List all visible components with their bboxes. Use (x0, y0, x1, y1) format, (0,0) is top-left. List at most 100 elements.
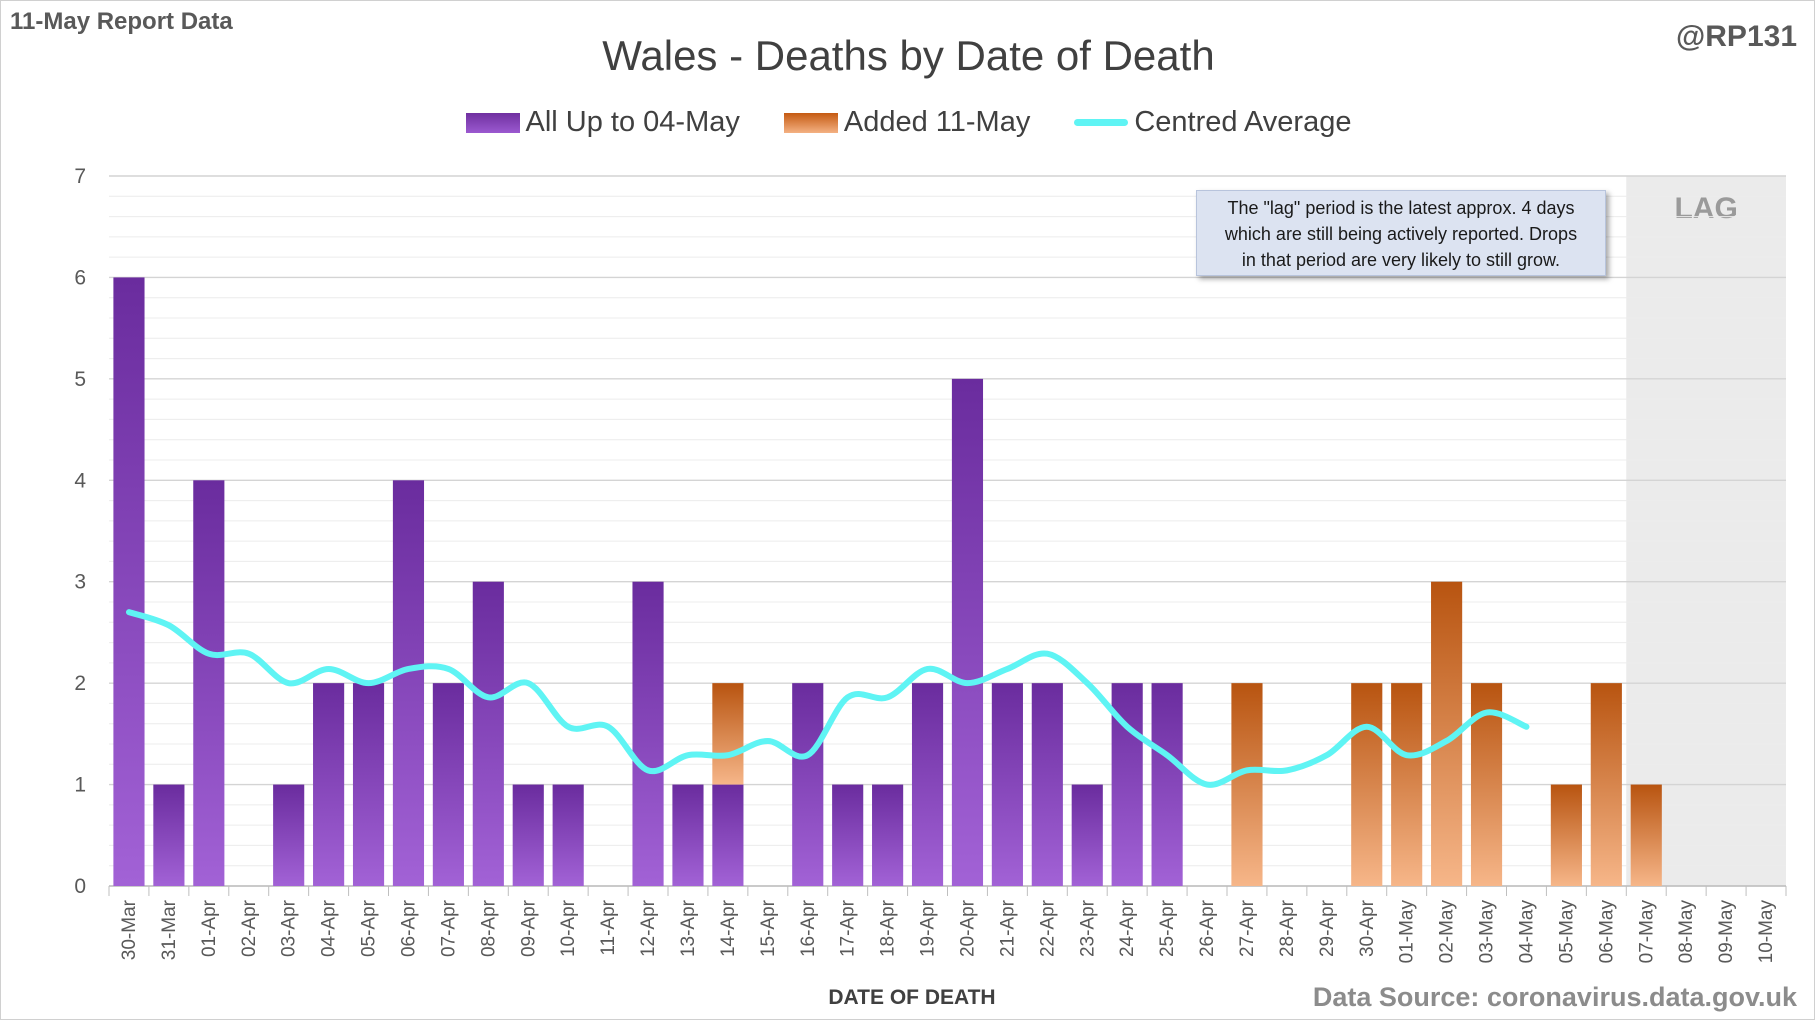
bar-all-up-to-23-Apr (1071, 784, 1103, 886)
bar-all-up-to-14-Apr (712, 784, 744, 886)
legend-item-all-up-to: All Up to 04-May (465, 106, 740, 139)
legend-label-added: Added 11-May (843, 106, 1031, 138)
x-tick-label-30-Mar: 30-Mar (119, 899, 140, 960)
bar-all-up-to-31-Mar (153, 784, 185, 886)
bar-all-up-to-09-Apr (512, 784, 544, 886)
x-axis-title: DATE OF DEATH (828, 986, 995, 1009)
report-date-label: 11-May Report Data (10, 8, 233, 35)
bar-all-up-to-07-Apr (432, 683, 464, 886)
bar-all-up-to-30-Mar (113, 277, 145, 886)
x-tick-label-09-Apr: 09-Apr (518, 899, 539, 957)
bar-all-up-to-05-Apr (352, 683, 385, 886)
bar-all-up-to-13-Apr (672, 784, 704, 886)
x-tick-label-28-Apr: 28-Apr (1277, 899, 1298, 957)
bar-all-up-to-22-Apr (1031, 683, 1063, 886)
y-tick-label: 7 (74, 165, 86, 188)
legend-swatch-orange (783, 112, 838, 133)
legend-swatch-line (1074, 119, 1129, 126)
legend-item-added: Added 11-May (783, 106, 1031, 139)
x-tick-label-06-Apr: 06-Apr (398, 899, 419, 957)
x-tick-label-06-May: 06-May (1596, 900, 1617, 964)
bar-added-27-Apr (1231, 683, 1263, 886)
bar-all-up-to-25-Apr (1151, 683, 1183, 886)
legend-item-average: Centred Average (1074, 106, 1351, 139)
x-tick-label-24-Apr: 24-Apr (1117, 899, 1138, 957)
bar-all-up-to-20-Apr (951, 378, 984, 886)
bar-added-07-May (1630, 784, 1662, 886)
x-tick-label-17-Apr: 17-Apr (838, 899, 859, 957)
bar-all-up-to-01-Apr (193, 480, 225, 886)
x-tick-label-02-May: 02-May (1437, 900, 1458, 964)
bar-all-up-to-18-Apr (872, 784, 904, 886)
x-tick-label-07-Apr: 07-Apr (438, 899, 459, 957)
lag-note-line-2: which are still being actively reported.… (1224, 224, 1578, 244)
x-tick-label-21-Apr: 21-Apr (997, 899, 1018, 957)
x-tick-label-30-Apr: 30-Apr (1357, 899, 1378, 957)
x-tick-label-08-Apr: 08-Apr (478, 899, 499, 957)
x-tick-label-05-May: 05-May (1556, 900, 1577, 964)
x-tick-label-29-Apr: 29-Apr (1317, 899, 1338, 957)
x-tick-label-02-Apr: 02-Apr (239, 899, 260, 957)
x-tick-label-23-Apr: 23-Apr (1077, 899, 1098, 957)
x-tick-label-10-May: 10-May (1756, 900, 1777, 964)
bar-added-05-May (1550, 784, 1582, 886)
x-tick-label-26-Apr: 26-Apr (1197, 899, 1218, 957)
x-tick-label-05-Apr: 05-Apr (359, 899, 380, 957)
data-source: Data Source: coronavirus.data.gov.uk (1312, 982, 1797, 1012)
y-tick-label: 1 (74, 774, 86, 797)
bar-added-14-Apr (712, 683, 744, 785)
x-tick-label-31-Mar: 31-Mar (159, 899, 180, 960)
bar-all-up-to-06-Apr (392, 480, 425, 886)
x-tick-label-19-Apr: 19-Apr (918, 899, 939, 957)
bar-added-30-Apr (1351, 683, 1383, 886)
bar-all-up-to-03-Apr (273, 784, 305, 886)
lag-note-line-1: The "lag" period is the latest approx. 4… (1227, 198, 1575, 218)
x-tick-label-16-Apr: 16-Apr (798, 899, 819, 957)
x-tick-label-15-Apr: 15-Apr (758, 899, 779, 957)
x-tick-label-03-May: 03-May (1477, 900, 1498, 964)
x-tick-label-07-May: 07-May (1636, 900, 1657, 964)
x-tick-label-25-Apr: 25-Apr (1157, 899, 1178, 957)
centred-average-line (125, 609, 1530, 788)
x-tick-label-12-Apr: 12-Apr (638, 899, 659, 957)
x-tick-label-08-May: 08-May (1676, 900, 1697, 964)
lag-note-line-3: in that period are very likely to still … (1241, 250, 1561, 270)
x-tick-label-13-Apr: 13-Apr (678, 899, 699, 957)
lag-label: LAG (1674, 192, 1737, 225)
x-tick-label-20-Apr: 20-Apr (957, 899, 978, 957)
bar-all-up-to-08-Apr (472, 581, 504, 886)
x-tick-label-04-May: 04-May (1516, 900, 1537, 964)
bar-all-up-to-04-Apr (313, 683, 345, 886)
x-tick-label-11-Apr: 11-Apr (598, 899, 619, 955)
y-tick-label: 0 (74, 875, 86, 898)
lag-region (1626, 176, 1786, 886)
bar-all-up-to-21-Apr (991, 683, 1023, 886)
x-tick-label-01-Apr: 01-Apr (199, 899, 220, 957)
x-tick-label-03-Apr: 03-Apr (279, 899, 300, 957)
bar-all-up-to-19-Apr (911, 683, 944, 886)
y-tick-label: 4 (74, 469, 86, 492)
bar-all-up-to-16-Apr (792, 683, 824, 886)
x-tick-label-14-Apr: 14-Apr (718, 899, 739, 957)
x-tick-label-09-May: 09-May (1716, 900, 1737, 964)
y-tick-label: 2 (74, 672, 86, 695)
bar-added-01-May (1391, 683, 1423, 886)
x-tick-label-27-Apr: 27-Apr (1237, 899, 1258, 957)
legend-label-all-up-to: All Up to 04-May (525, 106, 740, 138)
bar-all-up-to-17-Apr (832, 784, 864, 886)
chart-title: Wales - Deaths by Date of Death (602, 32, 1215, 79)
author-handle: @RP131 (1676, 20, 1797, 53)
legend-label-average: Centred Average (1134, 106, 1352, 138)
y-tick-label: 6 (74, 266, 86, 289)
lag-note: The "lag" period is the latest approx. 4… (1196, 190, 1606, 276)
x-tick-label-04-Apr: 04-Apr (319, 899, 340, 957)
x-tick-label-10-Apr: 10-Apr (558, 899, 579, 957)
x-tick-label-18-Apr: 18-Apr (878, 899, 899, 957)
x-tick-label-22-Apr: 22-Apr (1037, 899, 1058, 957)
bar-added-06-May (1590, 683, 1622, 886)
x-tick-label-01-May: 01-May (1397, 900, 1418, 964)
y-tick-label: 3 (74, 571, 86, 594)
legend: All Up to 04-May Added 11-May Centred Av… (0, 106, 1817, 139)
